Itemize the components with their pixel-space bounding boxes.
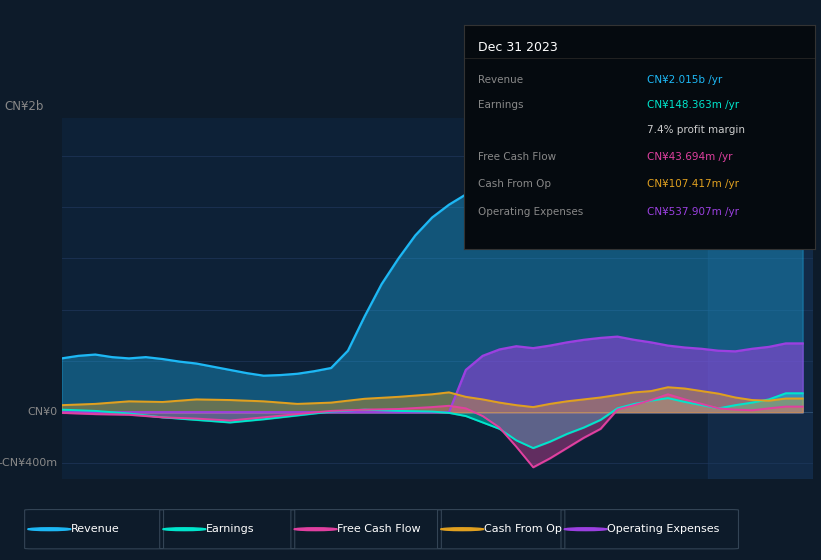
Text: 2023: 2023 bbox=[721, 504, 750, 517]
Circle shape bbox=[28, 528, 71, 531]
Text: Revenue: Revenue bbox=[478, 75, 523, 85]
Circle shape bbox=[294, 528, 337, 531]
Text: CN¥43.694m /yr: CN¥43.694m /yr bbox=[647, 152, 732, 162]
Text: Operating Expenses: Operating Expenses bbox=[478, 207, 583, 217]
Text: CN¥107.417m /yr: CN¥107.417m /yr bbox=[647, 179, 739, 189]
Text: CN¥2b: CN¥2b bbox=[4, 100, 44, 113]
Circle shape bbox=[441, 528, 484, 531]
Text: 7.4% profit margin: 7.4% profit margin bbox=[647, 125, 745, 136]
Circle shape bbox=[163, 528, 206, 531]
Text: -CN¥400m: -CN¥400m bbox=[0, 459, 57, 468]
Text: 2016: 2016 bbox=[249, 504, 278, 517]
Text: Earnings: Earnings bbox=[478, 100, 524, 110]
Text: 2020: 2020 bbox=[518, 504, 548, 517]
Text: Free Cash Flow: Free Cash Flow bbox=[478, 152, 556, 162]
Text: 2019: 2019 bbox=[451, 504, 481, 517]
Text: Cash From Op: Cash From Op bbox=[478, 179, 551, 189]
Circle shape bbox=[564, 528, 608, 531]
Text: CN¥537.907m /yr: CN¥537.907m /yr bbox=[647, 207, 739, 217]
Text: 2017: 2017 bbox=[316, 504, 346, 517]
Text: Cash From Op: Cash From Op bbox=[484, 524, 562, 534]
Text: 2015: 2015 bbox=[181, 504, 211, 517]
Text: 2022: 2022 bbox=[653, 504, 683, 517]
Text: CN¥148.363m /yr: CN¥148.363m /yr bbox=[647, 100, 739, 110]
Text: Free Cash Flow: Free Cash Flow bbox=[337, 524, 421, 534]
Text: Revenue: Revenue bbox=[71, 524, 120, 534]
Text: 2014: 2014 bbox=[114, 504, 144, 517]
Text: 2018: 2018 bbox=[383, 504, 413, 517]
Text: Dec 31 2023: Dec 31 2023 bbox=[478, 41, 557, 54]
Text: 2021: 2021 bbox=[585, 504, 616, 517]
Text: CN¥0: CN¥0 bbox=[28, 407, 57, 417]
Text: Operating Expenses: Operating Expenses bbox=[608, 524, 720, 534]
Text: CN¥2.015b /yr: CN¥2.015b /yr bbox=[647, 75, 722, 85]
Bar bbox=[709, 118, 813, 479]
Text: Earnings: Earnings bbox=[206, 524, 255, 534]
